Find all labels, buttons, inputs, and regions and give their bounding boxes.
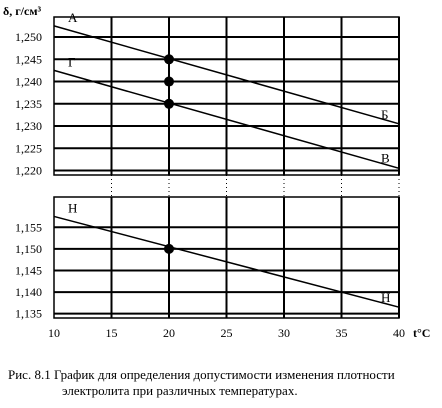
lower-series-line [53, 215, 400, 308]
series-end-label: В [381, 150, 390, 165]
x-tick-label: 30 [278, 326, 290, 340]
series-start-label: Н [68, 200, 77, 215]
caption-line-2: электролита при различных температурах. [62, 383, 298, 398]
upper-panel: 1,250 1,245 1,240 1,235 1,230 1,225 1,220 А Б Г В [15, 10, 400, 178]
upper-data-point [164, 76, 174, 87]
upper-y-tick-label: 1,250 [15, 30, 42, 44]
y-axis-label: δ, г/см³ [3, 4, 42, 18]
lower-y-tick-label: 1,150 [15, 242, 42, 256]
lower-y-tick-label: 1,140 [15, 285, 42, 299]
upper-y-tick-label: 1,230 [15, 119, 42, 133]
figure-caption: Рис. 8.1 График для определения допустим… [8, 367, 438, 399]
lower-y-tick-label: 1,155 [15, 220, 42, 234]
x-tick-label: 40 [393, 326, 405, 340]
upper-y-tick-label: 1,245 [15, 52, 42, 66]
upper-y-tick-label: 1,235 [15, 97, 42, 111]
x-tick-label: 35 [336, 326, 348, 340]
x-tick-label: 10 [48, 326, 60, 340]
lower-y-tick-label: 1,145 [15, 263, 42, 277]
upper-y-tick-label: 1,240 [15, 75, 42, 89]
series-start-label: Г [68, 54, 76, 69]
upper-y-tick-label: 1,225 [15, 141, 42, 155]
panel-connectors [111, 175, 400, 197]
upper-data-point [164, 98, 174, 109]
upper-series-line [53, 25, 400, 125]
lower-y-tick-label: 1,135 [15, 307, 42, 321]
x-tick-label: 15 [106, 326, 118, 340]
caption-line-1: Рис. 8.1 График для определения допустим… [8, 367, 395, 382]
lower-data-point [164, 243, 174, 254]
x-axis-label: t°С [413, 326, 430, 340]
x-axis-ticks: 10 15 20 25 30 35 40 [48, 326, 405, 340]
x-tick-label: 25 [221, 326, 233, 340]
series-end-label: Б [381, 107, 388, 122]
series-end-label: Н [381, 290, 390, 305]
x-tick-label: 20 [163, 326, 175, 340]
upper-data-point [164, 54, 174, 65]
upper-y-tick-label: 1,220 [15, 164, 42, 178]
upper-series-line [53, 69, 400, 170]
series-start-label: А [68, 10, 78, 25]
lower-panel: 1,155 1,150 1,145 1,140 1,135 Н Н [15, 196, 400, 321]
